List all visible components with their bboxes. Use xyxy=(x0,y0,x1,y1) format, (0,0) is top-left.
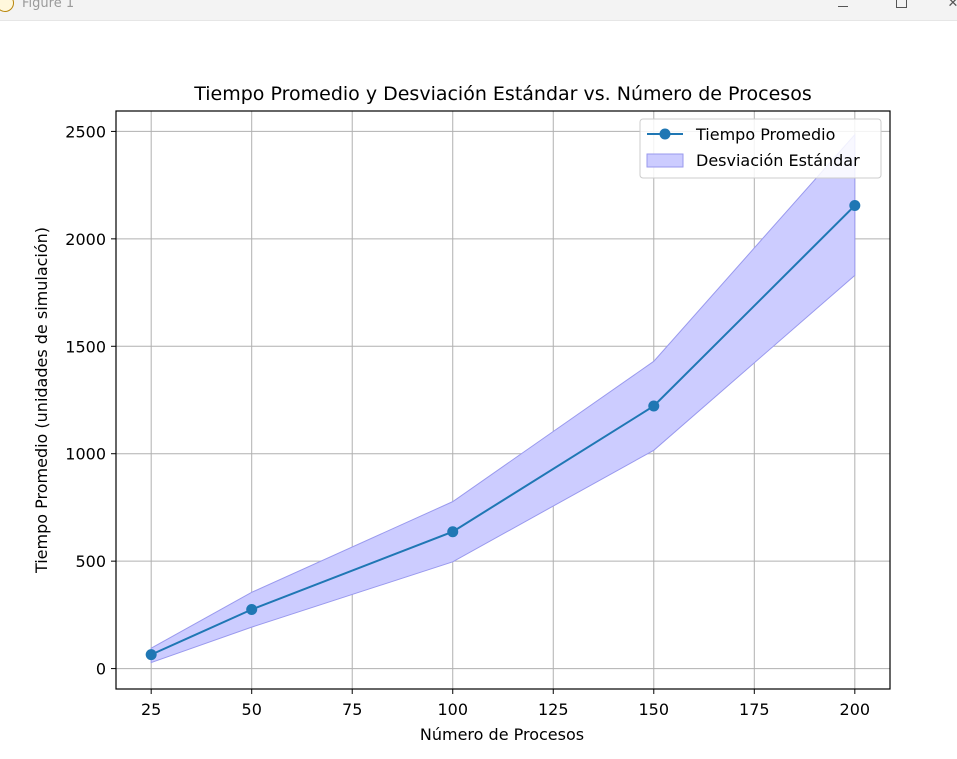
close-icon: ✕ xyxy=(947,0,957,11)
app-icon xyxy=(0,0,14,12)
x-tick-label: 200 xyxy=(840,700,871,719)
x-axis-label: Número de Procesos xyxy=(420,725,584,744)
mean-point xyxy=(246,603,258,615)
legend-marker-swatch xyxy=(659,128,671,140)
x-tick-label: 50 xyxy=(242,700,262,719)
y-tick-label: 2500 xyxy=(65,122,106,141)
x-tick-label: 25 xyxy=(141,700,161,719)
x-tick-label: 75 xyxy=(342,700,362,719)
std-band-area xyxy=(150,133,856,664)
grid-layer xyxy=(116,111,890,689)
minimize-button[interactable] xyxy=(820,0,866,20)
legend-label-std: Desviación Estándar xyxy=(696,151,860,170)
figure-canvas: Tiempo Promedio y Desviación Estándar vs… xyxy=(0,21,957,755)
legend-label-mean: Tiempo Promedio xyxy=(695,125,835,144)
y-tick-label: 1500 xyxy=(65,337,106,356)
mean-point xyxy=(447,526,459,538)
mean-point xyxy=(145,649,157,661)
y-tick-label: 1000 xyxy=(65,445,106,464)
line-layer xyxy=(145,200,861,661)
maximize-icon xyxy=(895,0,907,8)
y-tick-label: 500 xyxy=(75,552,106,571)
band-layer xyxy=(150,133,856,664)
mean-point xyxy=(849,200,861,212)
y-axis-label: Tiempo Promedio (unidades de simulación) xyxy=(32,227,51,574)
plot-frame xyxy=(115,110,891,690)
window-title: Figure 1 xyxy=(22,0,75,11)
minimize-icon xyxy=(838,6,848,7)
legend-band-swatch xyxy=(646,153,684,168)
close-button[interactable]: ✕ xyxy=(930,0,957,20)
x-tick-label: 125 xyxy=(538,700,569,719)
axes-layer: 25 50 75 100 125 150 175 2000500100015002000250… xyxy=(65,110,891,719)
maximize-button[interactable] xyxy=(878,0,924,20)
legend: Tiempo Promedio Desviación Estándar xyxy=(639,118,882,179)
window-titlebar: Figure 1 ✕ xyxy=(0,0,957,21)
x-tick-label: 100 xyxy=(437,700,468,719)
x-tick-label: 150 xyxy=(639,700,670,719)
legend-frame xyxy=(639,118,882,179)
chart-svg: Tiempo Promedio y Desviación Estándar vs… xyxy=(32,83,891,744)
mean-point xyxy=(648,400,660,412)
chart-title: Tiempo Promedio y Desviación Estándar vs… xyxy=(193,83,811,105)
x-tick-label: 175 xyxy=(739,700,770,719)
y-tick-label: 2000 xyxy=(65,230,106,249)
y-tick-label: 0 xyxy=(96,660,106,679)
